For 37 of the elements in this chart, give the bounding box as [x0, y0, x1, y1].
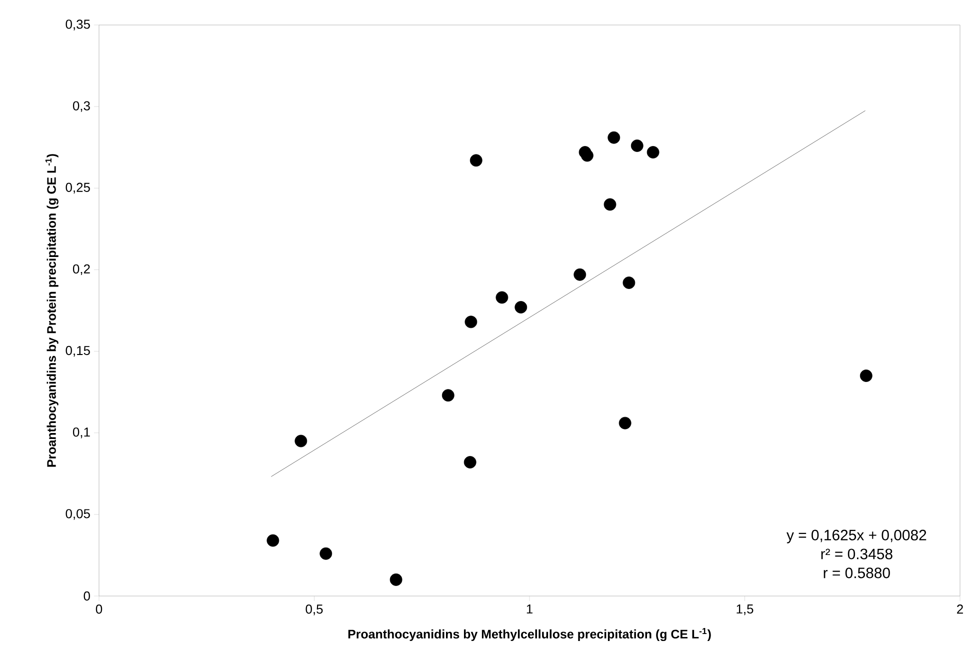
point [618, 416, 632, 430]
x-tick-label: 1,5 [736, 604, 754, 616]
point [294, 434, 308, 448]
point [320, 547, 332, 560]
point [514, 301, 528, 314]
point [604, 198, 616, 211]
point [580, 149, 594, 162]
point [390, 573, 402, 586]
y-tick-label: 0 [84, 591, 90, 601]
x-axis-title: Proanthocyanidins by Methylcellulose precipitation (g CE L$^{-1}$) [348, 628, 711, 642]
point [630, 140, 644, 152]
point [464, 316, 478, 328]
y-tick-label: 0,1 [72, 428, 90, 438]
point [470, 154, 482, 167]
annotation: y = 0,1625x + 0,0082 [786, 530, 926, 544]
y-tick-label: 0,05 [66, 509, 90, 520]
point [608, 131, 620, 144]
point [442, 389, 454, 402]
y-tick-label: 0,25 [66, 182, 90, 194]
point [266, 534, 280, 547]
x-tick-label: 1 [526, 604, 532, 614]
point [646, 146, 660, 158]
point [622, 276, 636, 289]
point [574, 268, 586, 281]
y-tick-label: 0,2 [72, 264, 90, 276]
point [496, 291, 508, 304]
y-tick-label: 0,35 [66, 20, 90, 30]
annotation: r² = 0.3458 [821, 548, 892, 560]
y-axis-title: Proanthocyanidins by Protein precipitation (g CE L$^{-1}$) [45, 154, 58, 467]
x-tick-label: 2 [957, 604, 963, 614]
x-tick-label: 0,5 [306, 604, 323, 616]
point [464, 456, 476, 468]
annotation: r = 0.5880 [824, 568, 890, 578]
point [860, 370, 872, 382]
y-tick-label: 0,15 [66, 346, 90, 357]
y-tick-label: 0,3 [72, 101, 90, 112]
x-tick-label: 0 [96, 604, 102, 614]
